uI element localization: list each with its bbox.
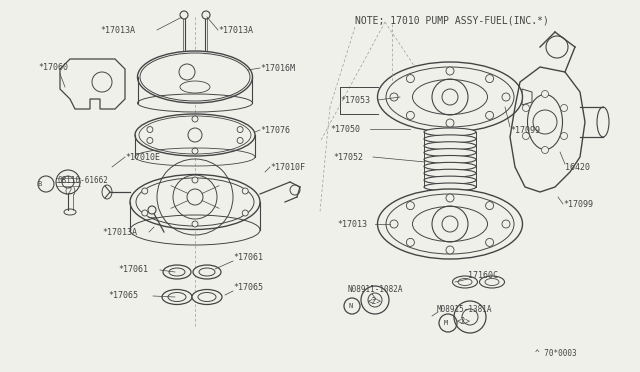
- Text: N08911-1082A: N08911-1082A: [348, 285, 403, 295]
- Circle shape: [192, 148, 198, 154]
- Circle shape: [486, 238, 493, 246]
- Circle shape: [142, 210, 148, 216]
- Circle shape: [446, 67, 454, 75]
- Ellipse shape: [162, 289, 192, 305]
- Circle shape: [406, 111, 415, 119]
- Ellipse shape: [479, 276, 504, 288]
- Ellipse shape: [424, 162, 476, 170]
- Circle shape: [502, 93, 510, 101]
- Ellipse shape: [424, 128, 476, 136]
- Ellipse shape: [452, 276, 477, 288]
- Text: NOTE; 17010 PUMP ASSY-FUEL(INC.*): NOTE; 17010 PUMP ASSY-FUEL(INC.*): [355, 15, 549, 25]
- Ellipse shape: [138, 51, 253, 103]
- Circle shape: [446, 119, 454, 127]
- Text: (2): (2): [63, 186, 77, 196]
- Circle shape: [242, 210, 248, 216]
- Text: *17065: *17065: [108, 292, 138, 301]
- Circle shape: [147, 138, 153, 144]
- Text: M08915-1381A: M08915-1381A: [437, 305, 493, 314]
- Circle shape: [486, 111, 493, 119]
- Circle shape: [237, 138, 243, 144]
- Ellipse shape: [378, 62, 522, 132]
- Ellipse shape: [424, 142, 476, 150]
- Circle shape: [56, 170, 80, 194]
- Text: *17061: *17061: [118, 266, 148, 275]
- Circle shape: [561, 105, 568, 112]
- Circle shape: [486, 202, 493, 209]
- Circle shape: [390, 220, 398, 228]
- Text: *17065: *17065: [233, 283, 263, 292]
- Circle shape: [148, 206, 156, 214]
- Circle shape: [561, 132, 568, 140]
- Circle shape: [406, 238, 415, 246]
- Ellipse shape: [130, 174, 260, 230]
- Text: *17016M: *17016M: [260, 64, 295, 73]
- Circle shape: [147, 126, 153, 132]
- Text: 16420: 16420: [565, 163, 590, 171]
- Ellipse shape: [193, 265, 221, 279]
- Text: *17052: *17052: [333, 153, 363, 161]
- Circle shape: [522, 132, 529, 140]
- Circle shape: [202, 11, 210, 19]
- Circle shape: [406, 202, 415, 209]
- Ellipse shape: [424, 149, 476, 157]
- Text: *17060: *17060: [38, 62, 68, 71]
- Text: *17013A: *17013A: [100, 26, 135, 35]
- Text: ^ 70*0003: ^ 70*0003: [535, 350, 577, 359]
- Text: *17053: *17053: [340, 96, 370, 105]
- Text: *17010E: *17010E: [125, 153, 160, 161]
- Text: *17013A: *17013A: [218, 26, 253, 35]
- Circle shape: [541, 90, 548, 97]
- Circle shape: [142, 188, 148, 194]
- Ellipse shape: [163, 265, 191, 279]
- Circle shape: [180, 11, 188, 19]
- Circle shape: [502, 220, 510, 228]
- Text: *17061: *17061: [233, 253, 263, 263]
- Text: <2>: <2>: [368, 298, 382, 307]
- Text: *17099: *17099: [510, 125, 540, 135]
- Ellipse shape: [424, 183, 476, 191]
- Text: *17013: *17013: [337, 219, 367, 228]
- Circle shape: [522, 105, 529, 112]
- Text: *17010F: *17010F: [270, 163, 305, 171]
- Circle shape: [406, 75, 415, 83]
- Text: 08110-61662: 08110-61662: [57, 176, 108, 185]
- Circle shape: [446, 194, 454, 202]
- Circle shape: [454, 301, 486, 333]
- Circle shape: [192, 116, 198, 122]
- Ellipse shape: [135, 114, 255, 156]
- Text: *17050: *17050: [330, 125, 360, 134]
- Ellipse shape: [378, 189, 522, 259]
- Text: 17160C: 17160C: [468, 272, 498, 280]
- Text: B: B: [37, 181, 41, 187]
- Text: *17076: *17076: [260, 125, 290, 135]
- Circle shape: [361, 286, 389, 314]
- Text: *17013A: *17013A: [102, 228, 137, 237]
- Circle shape: [390, 93, 398, 101]
- Text: N: N: [349, 303, 353, 309]
- Ellipse shape: [192, 289, 222, 305]
- Ellipse shape: [424, 155, 476, 164]
- Circle shape: [192, 177, 198, 183]
- Circle shape: [486, 75, 493, 83]
- Circle shape: [192, 221, 198, 227]
- Ellipse shape: [424, 169, 476, 177]
- Circle shape: [446, 246, 454, 254]
- Text: M: M: [444, 320, 448, 326]
- Ellipse shape: [424, 176, 476, 184]
- Circle shape: [541, 147, 548, 154]
- Circle shape: [237, 126, 243, 132]
- Ellipse shape: [424, 135, 476, 143]
- Circle shape: [242, 188, 248, 194]
- Text: <2>: <2>: [457, 317, 471, 326]
- Text: *17099: *17099: [563, 199, 593, 208]
